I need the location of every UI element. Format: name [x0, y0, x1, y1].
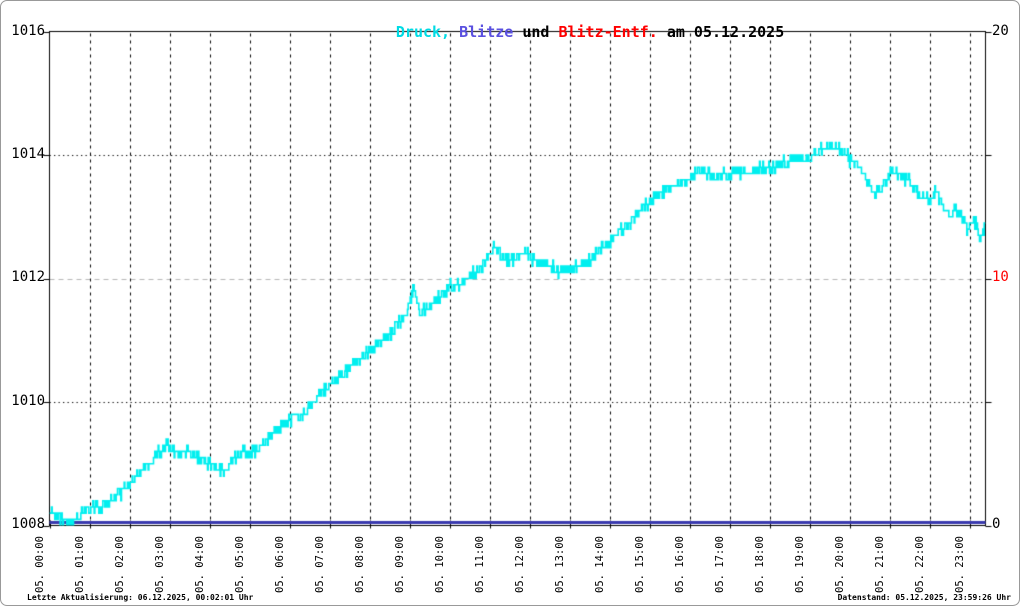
x-axis-tick-label: 05. 11:00	[474, 536, 486, 593]
x-axis-tick-label: 05. 02:00	[114, 536, 126, 593]
y-axis-left-tick-1012: 1012	[11, 269, 45, 285]
chart-title-part-blitz-entf: Blitz-Entf.	[558, 23, 658, 41]
y-axis-left-tick-1014: 1014	[11, 146, 45, 162]
x-axis-tick-label: 05. 13:00	[554, 536, 566, 593]
y-axis-right-tick-20: 20	[992, 23, 1009, 39]
x-axis-tick-label: 05. 21:00	[874, 536, 886, 593]
x-axis-tick-label: 05. 19:00	[794, 536, 806, 593]
x-axis-tick-label: 05. 23:00	[954, 536, 966, 593]
x-axis-tick-label: 05. 06:00	[274, 536, 286, 593]
x-axis-tick-label: 05. 00:00	[34, 536, 46, 593]
x-axis-tick-label: 05. 20:00	[834, 536, 846, 593]
last-update-text: Letzte Aktualisierung: 06.12.2025, 00:02…	[27, 593, 254, 602]
y-axis-left-tick-1008: 1008	[11, 516, 45, 532]
x-axis-tick-label: 05. 07:00	[314, 536, 326, 593]
chart-title-space	[450, 23, 459, 41]
y-axis-right-tick-10: 10	[992, 269, 1009, 285]
chart-title: Druck, Blitze und Blitz-Entf. am 05.12.2…	[63, 5, 1019, 59]
x-axis-tick-label: 05. 08:00	[354, 536, 366, 593]
x-axis-tick-label: 05. 12:00	[514, 536, 526, 593]
y-axis-right-tick-0: 0	[992, 516, 1001, 532]
x-axis-tick-label: 05. 18:00	[754, 536, 766, 593]
x-axis-tick-label: 05. 09:00	[394, 536, 406, 593]
x-axis-tick-label: 05. 01:00	[74, 536, 86, 593]
data-timestamp-text: Datenstand: 05.12.2025, 23:59:26 Uhr	[837, 593, 1011, 602]
x-axis-tick-label: 05. 04:00	[194, 536, 206, 593]
x-axis-tick-label: 05. 17:00	[714, 536, 726, 593]
x-axis-tick-label: 05. 15:00	[634, 536, 646, 593]
y-axis-left-tick-1010: 1010	[11, 393, 45, 409]
y-axis-left-tick-1016: 1016	[11, 23, 45, 39]
x-axis-tick-label: 05. 05:00	[234, 536, 246, 593]
x-axis-tick-label: 05. 16:00	[674, 536, 686, 593]
x-axis-tick-label: 05. 22:00	[914, 536, 926, 593]
chart-title-part-druck: Druck,	[395, 23, 451, 41]
chart-title-part-und: und	[513, 23, 559, 41]
x-axis-tick-label: 05. 03:00	[154, 536, 166, 593]
x-axis-tick-label: 05. 10:00	[434, 536, 446, 593]
chart-title-part-blitze: Blitze	[459, 23, 514, 41]
chart-title-part-date: am 05.12.2025	[657, 23, 785, 41]
x-axis-tick-label: 05. 14:00	[594, 536, 606, 593]
